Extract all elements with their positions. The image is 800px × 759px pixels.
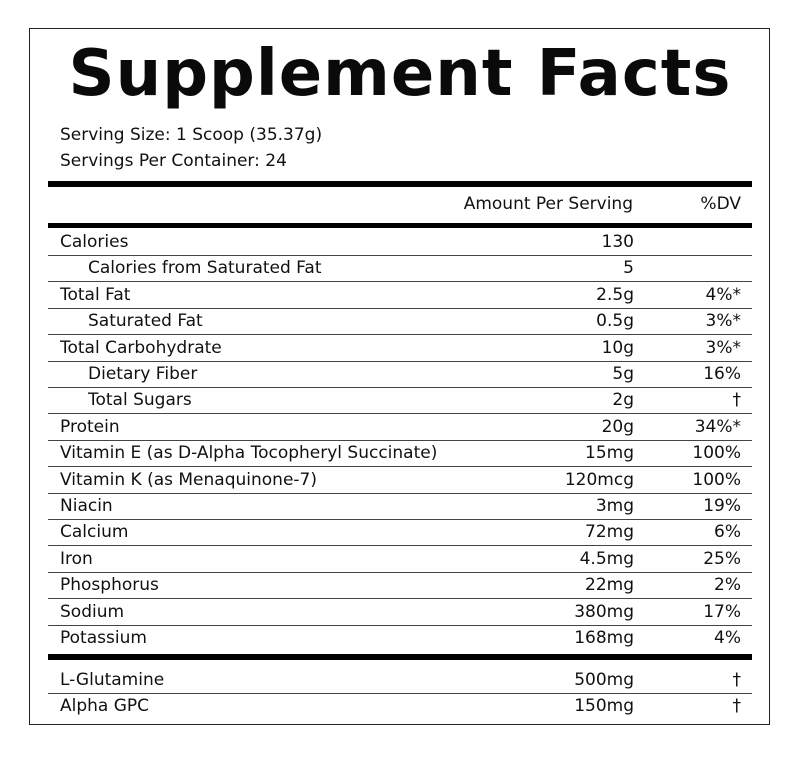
- serving-size: Serving Size: 1 Scoop (35.37g): [60, 125, 323, 145]
- nutrient-amount: 22mg: [585, 575, 634, 596]
- row-divider: [48, 492, 752, 494]
- nutrient-amount: 3mg: [595, 496, 634, 516]
- nutrient-name: Potassium: [60, 628, 147, 648]
- nutrient-dv: †: [732, 390, 742, 411]
- row-divider: [48, 334, 752, 336]
- nutrient-amount: 2.5g: [596, 284, 634, 305]
- row-divider: [48, 624, 752, 626]
- nutrient-name: Dietary Fiber: [88, 364, 198, 384]
- nutrient-dv: 25%: [703, 548, 741, 569]
- table-row: Vitamin K (as Menaquinone-7) 120mcg 100%: [48, 467, 752, 493]
- nutrient-name: Saturated Fat: [88, 311, 203, 332]
- nutrient-dv: 3%*: [705, 311, 741, 332]
- nutrient-name: Protein: [60, 416, 120, 437]
- nutrient-amount: 168mg: [574, 628, 634, 648]
- nutrient-amount: 380mg: [574, 601, 634, 622]
- supplement-facts-panel: [29, 28, 770, 725]
- table-row: L-Glutamine 500mg †: [48, 667, 752, 693]
- panel-title: Supplement Facts: [68, 37, 732, 111]
- table-row: Iron 4.5mg 25%: [48, 546, 752, 572]
- nutrient-dv: 6%: [714, 522, 741, 543]
- row-divider: [48, 386, 752, 388]
- nutrient-name: Phosphorus: [60, 575, 159, 596]
- row-divider: [48, 281, 752, 283]
- nutrient-name: Iron: [60, 548, 93, 569]
- nutrient-dv: 3%*: [705, 337, 741, 358]
- nutrient-amount: 15mg: [585, 443, 634, 464]
- row-divider: [48, 545, 752, 547]
- nutrient-name: Sodium: [60, 601, 125, 622]
- table-row: Niacin 3mg 19%: [48, 493, 752, 519]
- nutrient-dv: 100%: [692, 469, 741, 490]
- row-divider: [48, 518, 752, 520]
- nutrient-dv: 2%: [714, 575, 741, 596]
- table-row: Dietary Fiber 5g 16%: [48, 361, 752, 387]
- nutrient-dv: †: [732, 696, 742, 717]
- table-row: Calories 130: [48, 229, 752, 255]
- nutrient-name: Calories: [60, 232, 129, 252]
- nutrient-amount: 0.5g: [596, 311, 634, 332]
- table-row: Sodium 380mg 17%: [48, 599, 752, 625]
- nutrient-name: Alpha GPC: [60, 696, 150, 717]
- nutrient-name: Total Sugars: [88, 390, 192, 411]
- nutrient-name: L-Glutamine: [60, 670, 165, 690]
- nutrient-name: Calories from Saturated Fat: [88, 258, 322, 279]
- nutrient-amount: 500mg: [574, 670, 634, 690]
- row-divider: [48, 571, 752, 573]
- nutrient-dv: 4%: [714, 628, 741, 648]
- row-divider: [48, 307, 752, 309]
- nutrient-name: Niacin: [60, 496, 113, 516]
- table-row: Saturated Fat 0.5g 3%*: [48, 308, 752, 334]
- table-row: Total Fat 2.5g 4%*: [48, 282, 752, 308]
- nutrient-amount: 150mg: [574, 696, 634, 717]
- column-header: Amount Per Serving %DV: [48, 194, 752, 218]
- row-divider: [48, 413, 752, 415]
- thick-divider-bottom: [48, 654, 752, 660]
- dv-header: %DV: [700, 194, 741, 214]
- nutrient-dv: 16%: [703, 364, 741, 384]
- nutrient-dv: †: [732, 670, 742, 690]
- table-row: Vitamin E (as D-Alpha Tocopheryl Succina…: [48, 440, 752, 466]
- nutrient-dv: 34%*: [694, 416, 741, 437]
- nutrient-name: Vitamin E (as D-Alpha Tocopheryl Succina…: [60, 443, 438, 464]
- servings-per-container: Servings Per Container: 24: [60, 151, 287, 171]
- nutrient-dv: 19%: [703, 496, 741, 516]
- nutrient-amount: 130: [601, 232, 634, 252]
- nutrient-amount: 72mg: [585, 522, 634, 543]
- nutrient-amount: 2g: [612, 390, 634, 411]
- table-row: Protein 20g 34%*: [48, 414, 752, 440]
- row-divider: [48, 254, 752, 256]
- table-row: Alpha GPC 150mg †: [48, 693, 752, 719]
- nutrient-name: Total Carbohydrate: [60, 337, 222, 358]
- nutrient-name: Total Fat: [60, 284, 131, 305]
- nutrient-name: Vitamin K (as Menaquinone-7): [60, 469, 317, 490]
- nutrient-dv: 17%: [703, 601, 741, 622]
- table-row: Phosphorus 22mg 2%: [48, 572, 752, 598]
- amount-per-serving-header: Amount Per Serving: [463, 194, 633, 214]
- row-divider: [48, 598, 752, 600]
- row-divider: [48, 466, 752, 468]
- nutrient-dv: 100%: [692, 443, 741, 464]
- nutrient-amount: 120mcg: [564, 469, 634, 490]
- nutrient-amount: 10g: [601, 337, 634, 358]
- row-divider: [48, 439, 752, 441]
- row-divider: [48, 360, 752, 362]
- table-row: Total Carbohydrate 10g 3%*: [48, 335, 752, 361]
- table-row: Total Sugars 2g †: [48, 387, 752, 413]
- table-row: Calories from Saturated Fat 5: [48, 255, 752, 281]
- nutrient-name: Calcium: [60, 522, 129, 543]
- table-row: Potassium 168mg 4%: [48, 625, 752, 651]
- nutrient-amount: 20g: [601, 416, 634, 437]
- nutrient-dv: 4%*: [705, 284, 741, 305]
- row-divider: [48, 692, 752, 694]
- thick-divider-header: [48, 223, 752, 228]
- nutrient-amount: 5: [623, 258, 634, 279]
- nutrient-amount: 4.5mg: [579, 548, 634, 569]
- thick-divider-top: [48, 181, 752, 187]
- nutrient-amount: 5g: [612, 364, 634, 384]
- table-row: Calcium 72mg 6%: [48, 519, 752, 545]
